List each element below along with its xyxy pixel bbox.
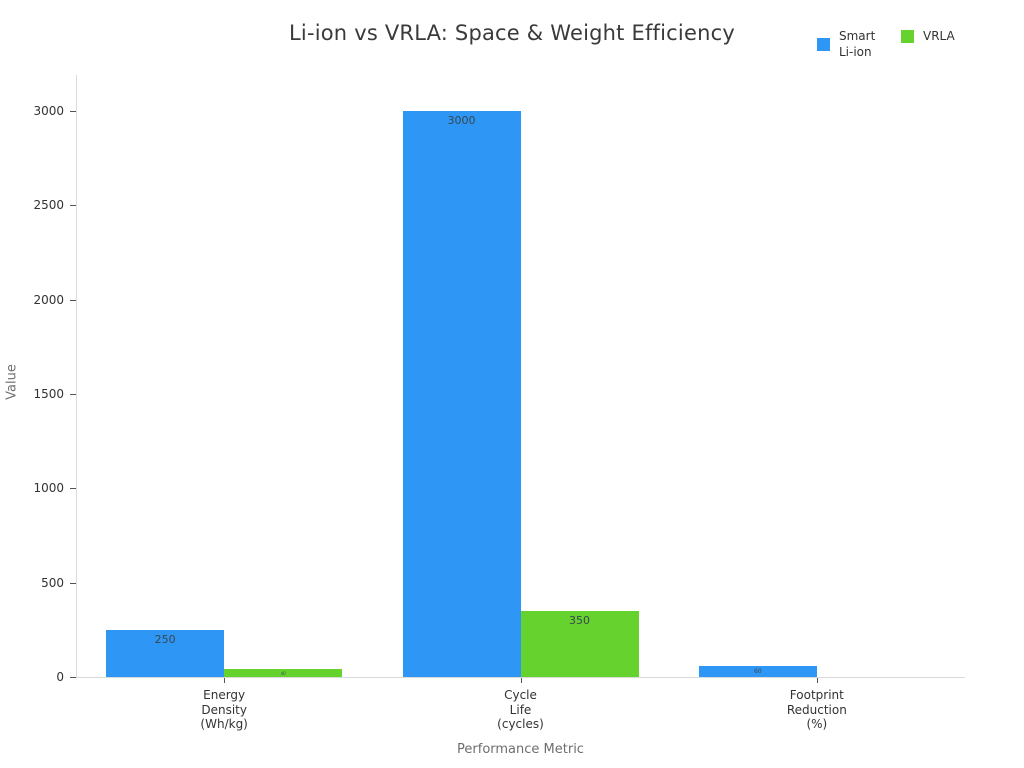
bar-smart-li-ion bbox=[402, 110, 521, 677]
bar-smart-li-ion bbox=[106, 629, 225, 677]
y-tick-label: 2000 bbox=[33, 292, 64, 307]
x-tick-mark bbox=[816, 678, 818, 683]
y-tick-mark bbox=[70, 677, 76, 678]
y-tick-label: 3000 bbox=[33, 103, 64, 118]
x-axis-line bbox=[76, 677, 965, 678]
category-label: Cycle Life (cycles) bbox=[497, 688, 544, 731]
bar-value-label: 250 bbox=[154, 632, 176, 646]
y-axis-title: Value bbox=[4, 364, 20, 400]
y-tick-mark bbox=[70, 110, 76, 112]
bar-value-label: 60 bbox=[754, 668, 762, 676]
y-tick-label: 1000 bbox=[33, 481, 64, 496]
plot-area: 0 500 1000 1500 2000 2500 3000 Energy Density (… bbox=[33, 75, 965, 731]
legend-item-smart-li-ion[interactable]: Smart Li-ion bbox=[817, 28, 885, 60]
x-tick-mark bbox=[520, 678, 522, 683]
legend-item-vrla[interactable]: VRLA bbox=[901, 28, 955, 44]
y-tick-label: 1500 bbox=[33, 386, 64, 401]
y-tick-label: 2500 bbox=[33, 198, 64, 213]
y-tick-mark bbox=[70, 393, 76, 395]
legend-swatch-smart-li-ion bbox=[817, 37, 830, 51]
y-tick-mark bbox=[70, 205, 76, 207]
legend: Smart Li-ion VRLA bbox=[817, 28, 955, 60]
bar-smart-li-ion bbox=[698, 665, 817, 677]
bar-value-label: 350 bbox=[569, 613, 590, 627]
chart-title: Li-ion vs VRLA: Space & Weight Efficienc… bbox=[289, 21, 735, 45]
legend-label: Smart Li-ion bbox=[839, 29, 876, 59]
y-tick-label: 500 bbox=[41, 575, 64, 590]
y-tick-mark bbox=[70, 582, 76, 584]
y-axis-line bbox=[76, 75, 77, 677]
x-tick-mark bbox=[224, 678, 226, 683]
bar-vrla bbox=[520, 610, 639, 677]
category-label: Energy Density (Wh/kg) bbox=[200, 688, 248, 731]
bar-value-label: 40 bbox=[280, 671, 286, 677]
legend-swatch-vrla bbox=[901, 29, 914, 43]
y-tick-mark bbox=[70, 488, 76, 490]
y-tick-label: 0 bbox=[56, 670, 64, 684]
y-tick-mark bbox=[70, 299, 76, 301]
bar-value-label: 3000 bbox=[447, 113, 476, 127]
bar-vrla bbox=[224, 669, 343, 677]
legend-label: VRLA bbox=[923, 29, 955, 43]
category-label: Footprint Reduction (%) bbox=[786, 688, 847, 731]
x-axis-title: Performance Metric bbox=[457, 742, 584, 757]
